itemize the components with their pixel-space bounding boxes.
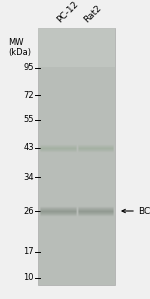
Text: BCAS2: BCAS2 [138, 207, 150, 216]
Text: PC-12: PC-12 [56, 0, 81, 24]
Text: 10: 10 [24, 274, 34, 283]
Bar [38, 28, 115, 285]
Text: 55: 55 [24, 115, 34, 124]
Bar [38, 28, 115, 67]
Text: 17: 17 [23, 248, 34, 257]
Text: 26: 26 [23, 207, 34, 216]
Text: Rat2: Rat2 [83, 3, 104, 24]
Text: 43: 43 [23, 144, 34, 152]
Text: 72: 72 [23, 91, 34, 100]
Text: 95: 95 [24, 63, 34, 72]
Text: 34: 34 [23, 173, 34, 181]
Text: MW
(kDa): MW (kDa) [8, 38, 31, 57]
